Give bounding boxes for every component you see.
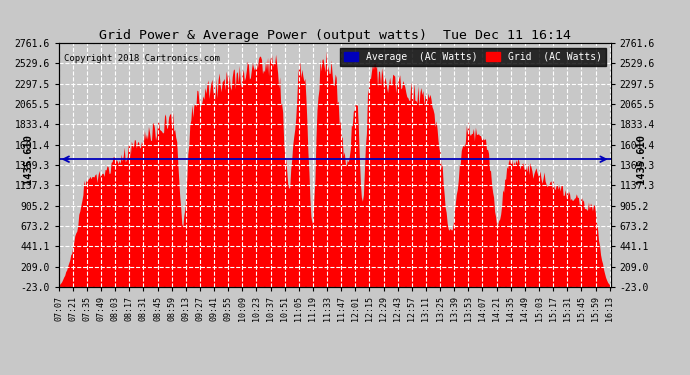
Title: Grid Power & Average Power (output watts)  Tue Dec 11 16:14: Grid Power & Average Power (output watts…	[99, 29, 571, 42]
Text: 1435.610: 1435.610	[636, 134, 646, 184]
Text: 1435.610: 1435.610	[23, 134, 33, 184]
Legend: Average  (AC Watts), Grid  (AC Watts): Average (AC Watts), Grid (AC Watts)	[340, 48, 606, 66]
Text: Copyright 2018 Cartronics.com: Copyright 2018 Cartronics.com	[64, 54, 220, 63]
